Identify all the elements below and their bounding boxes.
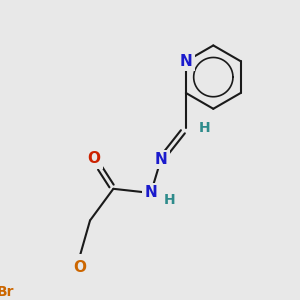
- Text: N: N: [154, 152, 167, 167]
- Text: N: N: [145, 185, 157, 200]
- Text: H: H: [198, 121, 210, 135]
- Text: Br: Br: [0, 285, 14, 299]
- Text: O: O: [88, 151, 101, 166]
- Text: O: O: [74, 260, 86, 275]
- Text: N: N: [179, 54, 192, 69]
- Text: H: H: [164, 193, 175, 207]
